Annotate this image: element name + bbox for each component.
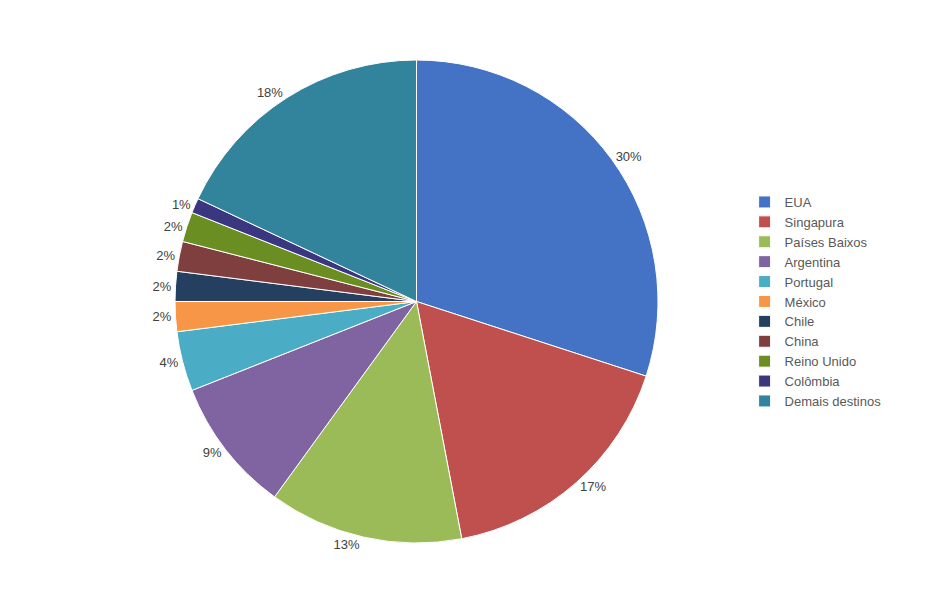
svg-text:2%: 2% bbox=[164, 219, 183, 234]
svg-text:Portugal: Portugal bbox=[785, 275, 834, 290]
svg-text:2%: 2% bbox=[152, 309, 171, 324]
svg-text:13%: 13% bbox=[334, 537, 360, 552]
svg-text:Chile: Chile bbox=[785, 314, 815, 329]
svg-text:17%: 17% bbox=[580, 479, 606, 494]
svg-text:México: México bbox=[785, 295, 826, 310]
svg-text:18%: 18% bbox=[257, 85, 283, 100]
svg-text:Países Baixos: Países Baixos bbox=[785, 235, 868, 250]
svg-text:Argentina: Argentina bbox=[785, 255, 841, 270]
svg-text:EUA: EUA bbox=[785, 195, 812, 210]
svg-text:Colômbia: Colômbia bbox=[785, 374, 841, 389]
svg-text:30%: 30% bbox=[616, 149, 642, 164]
svg-text:4%: 4% bbox=[160, 355, 179, 370]
svg-text:Singapura: Singapura bbox=[785, 215, 845, 230]
svg-text:China: China bbox=[785, 334, 820, 349]
svg-text:2%: 2% bbox=[156, 248, 175, 263]
svg-text:Reino Unido: Reino Unido bbox=[785, 354, 857, 369]
svg-text:9%: 9% bbox=[203, 445, 222, 460]
svg-text:1%: 1% bbox=[172, 197, 191, 212]
svg-text:2%: 2% bbox=[152, 279, 171, 294]
svg-text:Demais destinos: Demais destinos bbox=[785, 394, 882, 409]
